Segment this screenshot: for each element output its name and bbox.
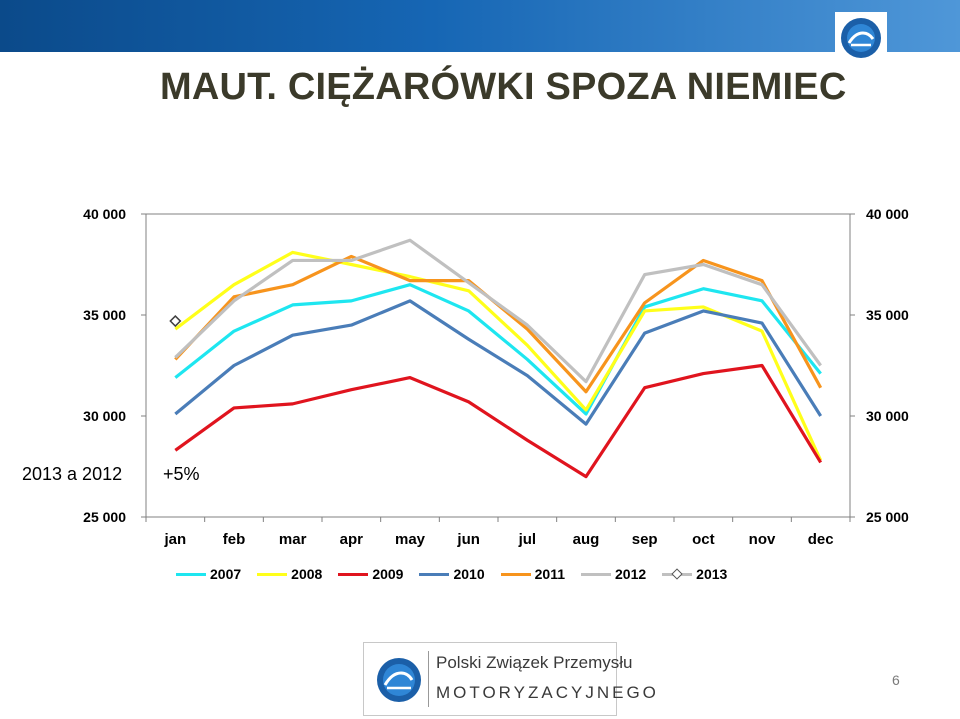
- pzpm-logo-icon: [377, 658, 421, 702]
- plot-area: [145, 213, 851, 518]
- comparison-label: 2013 a 2012: [22, 464, 123, 484]
- page-title: MAUT. CIĘŻARÓWKI SPOZA NIEMIEC: [160, 66, 847, 108]
- legend-label-2013: 2013: [696, 566, 728, 582]
- legend-marker-diamond-icon: [671, 567, 683, 580]
- y-tick-label-right: 25 000: [866, 509, 909, 525]
- footer-logo: Polski Związek Przemysłu MOTORYZACYJNEGO: [363, 642, 656, 716]
- legend-line-2011: [500, 572, 531, 576]
- series-line-2009: [174, 363, 823, 479]
- page-number: 6: [892, 672, 900, 688]
- y-tick-label-right: 30 000: [866, 408, 909, 424]
- footer-name: Polski Związek Przemysłu: [436, 653, 633, 672]
- series-point-2013: [169, 314, 182, 328]
- x-tick-label: oct: [692, 531, 715, 548]
- legend-item-2011: 2011: [500, 566, 565, 582]
- comparison-value: +5%: [163, 464, 200, 484]
- x-tick-label: jun: [456, 531, 480, 548]
- logo-icon: [835, 12, 887, 64]
- footer-subtitle: MOTORYZACYJNEGO: [436, 683, 659, 702]
- legend-line-2012: [581, 572, 611, 576]
- legend-label-2008: 2008: [291, 566, 323, 582]
- legend-item-2013: 2013: [662, 566, 727, 582]
- legend-label-2010: 2010: [453, 566, 485, 582]
- legend-label-2011: 2011: [534, 566, 565, 582]
- y-tick-label-left: 25 000: [83, 509, 126, 525]
- line-chart: 25 000 25 000 30 000 30 000 35 000 35 000 40 0…: [83, 206, 909, 548]
- y-tick-label-left: 40 000: [83, 206, 126, 222]
- legend-line-2009: [338, 572, 369, 576]
- legend-line-2010: [419, 572, 450, 576]
- legend-label-2012: 2012: [615, 566, 647, 582]
- series-line-2010: [174, 299, 823, 426]
- x-tick-label: dec: [808, 531, 834, 548]
- x-tick-label: aug: [573, 531, 600, 548]
- y-tick-label-left: 30 000: [83, 408, 126, 424]
- legend-line-2008: [257, 572, 288, 576]
- legend-item-2010: 2010: [419, 566, 485, 582]
- x-tick-label: may: [395, 531, 426, 548]
- legend-label-2009: 2009: [372, 566, 404, 582]
- footer-divider: [428, 651, 429, 707]
- series-line-2012: [174, 238, 822, 384]
- series-line-2007: [174, 283, 822, 416]
- header-bar: [0, 0, 960, 52]
- legend-item-2008: 2008: [257, 566, 322, 582]
- y-tick-label-right: 35 000: [866, 307, 909, 323]
- x-tick-label: jan: [163, 531, 186, 548]
- x-tick-label: mar: [279, 531, 307, 548]
- legend-label-2007: 2007: [210, 566, 242, 582]
- y-tick-label-right: 40 000: [866, 206, 909, 222]
- legend-item-2012: 2012: [581, 566, 646, 582]
- legend-line-2007: [176, 572, 206, 576]
- x-tick-label: jul: [518, 531, 537, 548]
- x-tick-label: nov: [749, 531, 776, 548]
- x-tick-label: apr: [340, 531, 364, 548]
- x-tick-label: feb: [223, 531, 246, 548]
- series-line-2008: [174, 250, 823, 462]
- chart-legend: 2007 2008 2009 2010 2011 2012 2013: [176, 566, 743, 582]
- legend-item-2009: 2009: [338, 566, 403, 582]
- x-tick-label: sep: [632, 531, 658, 548]
- y-tick-label-left: 35 000: [83, 307, 126, 323]
- legend-line-2013: [662, 567, 693, 580]
- legend-item-2007: 2007: [176, 566, 241, 582]
